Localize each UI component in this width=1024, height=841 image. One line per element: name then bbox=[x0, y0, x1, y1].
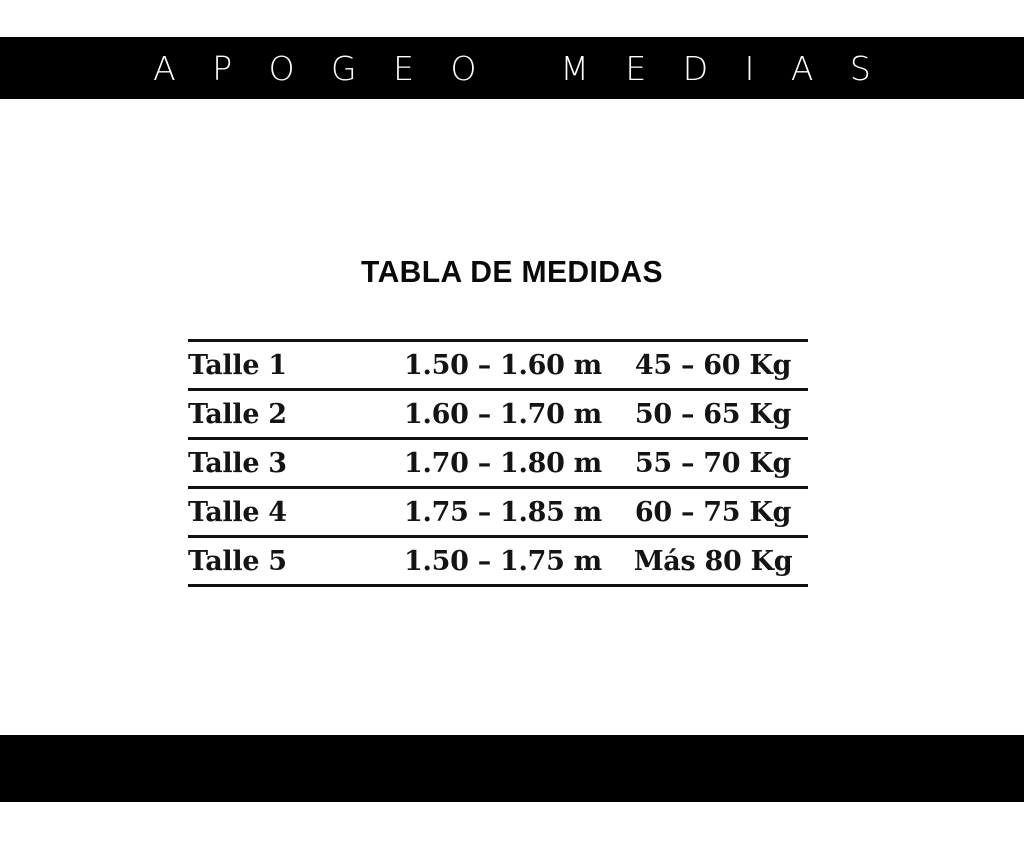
cell-size: Talle 2 bbox=[188, 388, 388, 439]
cell-height: 1.60 – 1.70 m bbox=[388, 388, 618, 439]
cell-weight: 60 – 75 Kg bbox=[618, 486, 808, 537]
cell-size: Talle 4 bbox=[188, 486, 388, 537]
cell-weight: 50 – 65 Kg bbox=[618, 388, 808, 439]
table-row: Talle 2 1.60 – 1.70 m 50 – 65 Kg bbox=[188, 388, 808, 439]
size-chart-body: Talle 1 1.50 – 1.60 m 45 – 60 Kg Talle 2… bbox=[188, 339, 808, 587]
page-title: TABLA DE MEDIDAS bbox=[361, 254, 663, 289]
cell-weight: Más 80 Kg bbox=[618, 535, 808, 587]
cell-size: Talle 5 bbox=[188, 535, 388, 587]
size-chart-table: Talle 1 1.50 – 1.60 m 45 – 60 Kg Talle 2… bbox=[188, 339, 808, 587]
top-banner bbox=[0, 37, 1024, 99]
cell-weight: 45 – 60 Kg bbox=[618, 339, 808, 390]
cell-height: 1.50 – 1.60 m bbox=[388, 339, 618, 390]
table-row: Talle 1 1.50 – 1.60 m 45 – 60 Kg bbox=[188, 339, 808, 390]
cell-height: 1.70 – 1.80 m bbox=[388, 437, 618, 488]
cell-size: Talle 3 bbox=[188, 437, 388, 488]
table-row: Talle 4 1.75 – 1.85 m 60 – 75 Kg bbox=[188, 486, 808, 537]
table-row: Talle 5 1.50 – 1.75 m Más 80 Kg bbox=[188, 535, 808, 587]
cell-height: 1.75 – 1.85 m bbox=[388, 486, 618, 537]
cell-weight: 55 – 70 Kg bbox=[618, 437, 808, 488]
bottom-banner bbox=[0, 735, 1024, 802]
table-row: Talle 3 1.70 – 1.80 m 55 – 70 Kg bbox=[188, 437, 808, 488]
cell-height: 1.50 – 1.75 m bbox=[388, 535, 618, 587]
cell-size: Talle 1 bbox=[188, 339, 388, 390]
